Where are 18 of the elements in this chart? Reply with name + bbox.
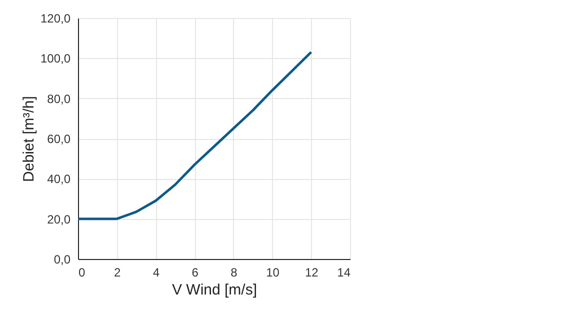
x-tick-label: 4: [152, 266, 160, 280]
x-tick-label: 0: [78, 266, 86, 280]
y-tick-label: 100,0: [40, 52, 71, 66]
x-tick-label: 12: [304, 266, 319, 280]
x-tick-label: 14: [337, 266, 351, 280]
y-tick-label: 20,0: [47, 212, 71, 226]
y-tick-label: 40,0: [47, 172, 71, 186]
y-tick-label: 120,0: [40, 12, 71, 26]
line-series: [78, 50, 312, 220]
y-axis-title: Debiet [m³/h]: [20, 96, 38, 182]
y-tick-label: 60,0: [47, 132, 71, 146]
x-tick-label: 2: [114, 266, 122, 280]
y-tick-label: 0,0: [54, 252, 71, 266]
x-tick-label: 8: [230, 266, 238, 280]
x-tick-label: 10: [266, 266, 280, 280]
x-tick-label: 6: [192, 266, 199, 280]
x-axis-title: V Wind [m/s]: [172, 282, 258, 298]
y-tick-label: 80,0: [47, 92, 71, 106]
